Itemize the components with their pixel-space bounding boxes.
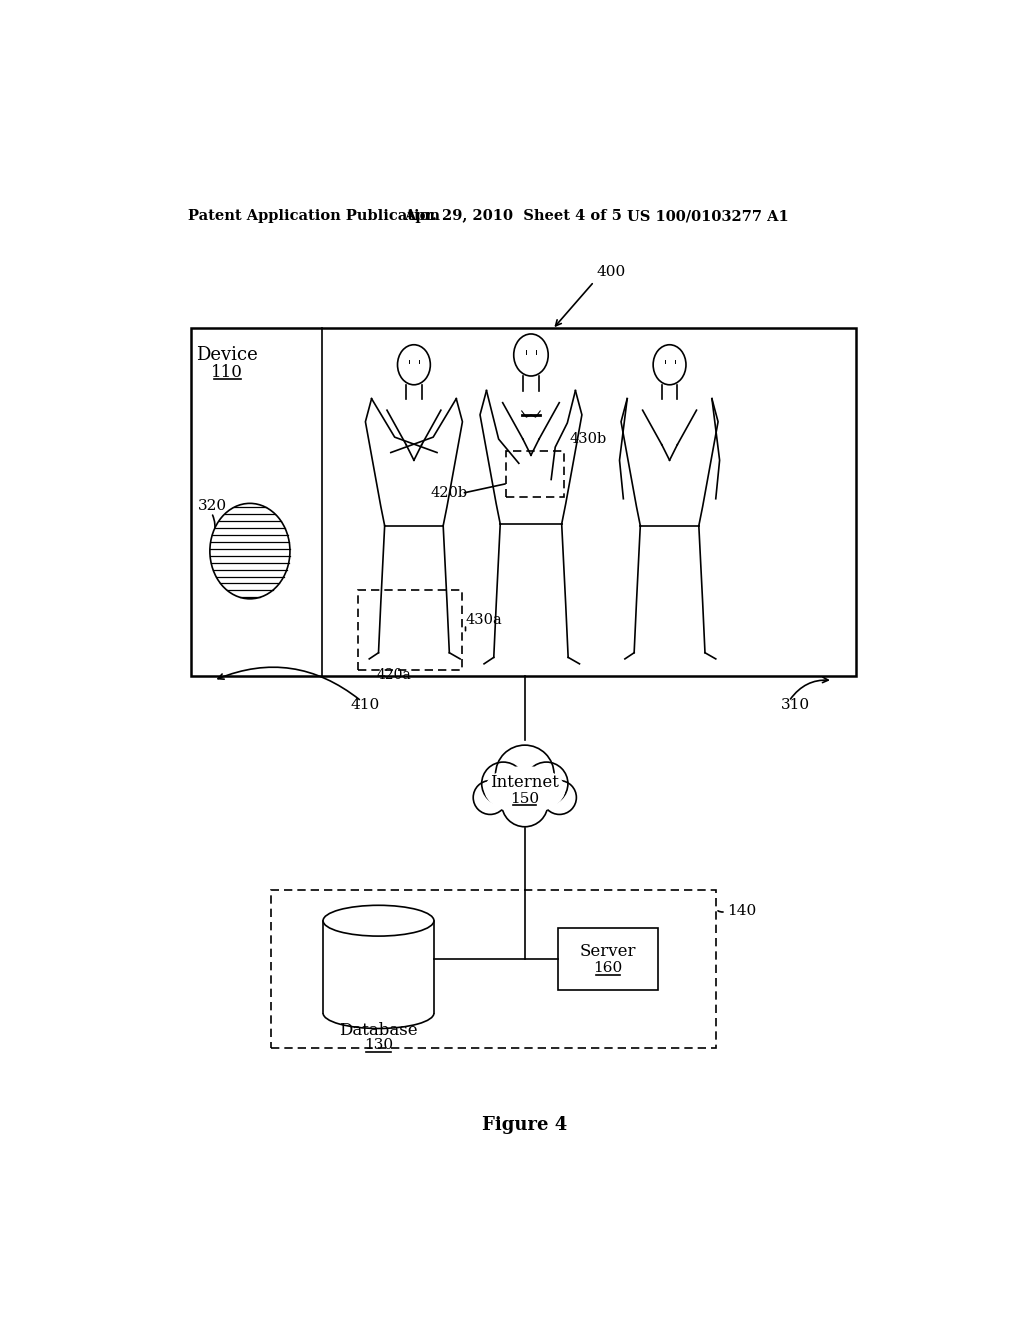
Ellipse shape [210,503,290,599]
Text: US 100/0103277 A1: US 100/0103277 A1 [628,209,788,223]
Text: Internet: Internet [490,774,559,791]
Text: 430b: 430b [569,433,606,446]
Circle shape [473,780,507,814]
Text: 150: 150 [510,792,540,807]
Text: 400: 400 [596,265,626,280]
Text: 410: 410 [350,698,379,711]
Ellipse shape [484,766,565,813]
Ellipse shape [323,906,434,936]
Text: Figure 4: Figure 4 [482,1115,567,1134]
Text: 140: 140 [727,904,757,919]
Bar [323,921,434,1014]
Circle shape [524,762,568,805]
Text: Device: Device [196,346,258,364]
Ellipse shape [397,345,430,385]
Ellipse shape [653,345,686,385]
Text: 420a: 420a [377,668,412,682]
Text: 110: 110 [211,364,243,381]
Bar [190,327,856,676]
Text: 420b: 420b [431,486,468,500]
Circle shape [543,780,577,814]
Text: 130: 130 [364,1039,393,1052]
Bar [558,928,658,990]
Bar [270,890,716,1048]
Text: Patent Application Publication: Patent Application Publication [188,209,440,223]
Ellipse shape [514,334,548,376]
Text: 160: 160 [593,961,623,975]
Circle shape [496,744,554,804]
Circle shape [502,780,548,826]
Bar [357,590,462,671]
Text: 430a: 430a [466,614,502,627]
Text: Apr. 29, 2010  Sheet 4 of 5: Apr. 29, 2010 Sheet 4 of 5 [403,209,622,223]
Text: 310: 310 [781,698,810,711]
Text: 320: 320 [199,499,227,513]
Bar [506,451,564,498]
Text: Database: Database [339,1022,418,1039]
Ellipse shape [482,760,567,818]
Text: Server: Server [580,942,636,960]
Circle shape [481,762,524,805]
